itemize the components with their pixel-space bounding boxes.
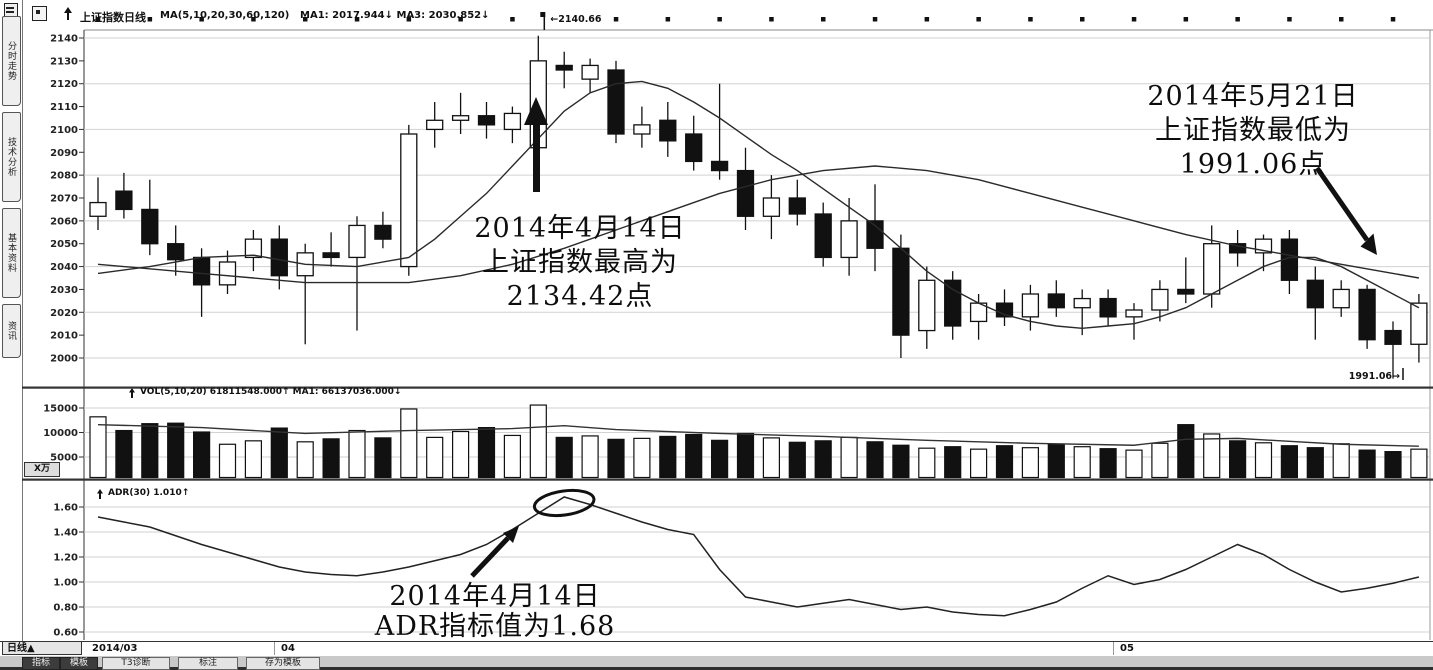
svg-text:2110: 2110 — [50, 102, 78, 113]
date-axis: 日线▲ 2014/03 04 05 — [0, 640, 1433, 657]
ma-slow — [97, 165, 1420, 284]
date-label: 04 — [281, 643, 295, 654]
date-label: 2014/03 — [92, 643, 138, 654]
svg-text:2000: 2000 — [50, 353, 78, 364]
sidebar-tab-label: 技术分析 — [6, 137, 16, 177]
volume-bars — [89, 404, 1428, 479]
svg-text:←2140.66: ←2140.66 — [550, 14, 602, 25]
ma-fast — [97, 80, 1420, 329]
window-icon — [32, 6, 47, 21]
top-marker-row — [95, 17, 1396, 22]
svg-text:1.40: 1.40 — [53, 528, 78, 539]
ma-params-label: MA(5,10,20,30,60,120) — [160, 10, 290, 21]
svg-text:2030: 2030 — [50, 285, 78, 296]
svg-text:0.80: 0.80 — [53, 603, 78, 614]
ma-line — [97, 80, 1420, 329]
svg-text:2140: 2140 — [50, 34, 78, 45]
svg-text:2100: 2100 — [50, 125, 78, 136]
svg-text:2090: 2090 — [50, 148, 78, 159]
date-label: 05 — [1120, 643, 1134, 654]
svg-text:2050: 2050 — [50, 239, 78, 250]
bottom-toolbar: 指标 模板 T3诊断 标注 存为模板 — [0, 656, 1433, 670]
toolbar-button-indicator[interactable]: 指标 — [22, 657, 60, 670]
svg-text:2070: 2070 — [50, 193, 78, 204]
annotation-line: 1991.06点 — [1179, 149, 1327, 180]
pin-icon — [96, 489, 106, 503]
annotation-line: 2014年4月14日 — [389, 581, 601, 612]
ma-values-label: MA1: 2017.944↓ MA3: 2030.852↓ — [300, 10, 490, 21]
toolbar-button-template[interactable]: 模板 — [60, 657, 98, 670]
sidebar-tab-label: 基本资料 — [6, 233, 16, 273]
volume-unit-label: X万 — [24, 462, 60, 477]
sidebar-tab-news[interactable]: 资讯 — [2, 304, 21, 358]
sidebar-tab-label: 分时走势 — [6, 41, 16, 81]
svg-text:1.00: 1.00 — [53, 578, 78, 589]
svg-text:2130: 2130 — [50, 56, 78, 67]
date-tick — [1113, 642, 1114, 655]
svg-text:5000: 5000 — [50, 453, 78, 464]
annotation-line: ADR指标值为1.68 — [374, 611, 616, 642]
candles — [89, 35, 1428, 379]
svg-text:2120: 2120 — [50, 79, 78, 90]
annotation-line: 2014年4月14日 — [474, 213, 686, 244]
sidebar-tab-fundamental[interactable]: 基本资料 — [2, 208, 21, 298]
svg-text:15000: 15000 — [43, 404, 78, 415]
toolbar-button-save-template[interactable]: 存为模板 — [246, 657, 320, 670]
annotation-peak: 2014年4月14日 上证指数最高为 2134.42点 — [430, 212, 730, 314]
svg-text:2020: 2020 — [50, 308, 78, 319]
svg-text:2010: 2010 — [50, 331, 78, 342]
annotation-trough: 2014年5月21日 上证指数最低为 1991.06点 — [1098, 80, 1408, 182]
svg-text:2060: 2060 — [50, 216, 78, 227]
annotation-line: 2134.42点 — [506, 281, 654, 312]
svg-text:1991.06→: 1991.06→ — [1349, 371, 1400, 382]
svg-text:1.60: 1.60 — [53, 503, 78, 514]
period-selector[interactable]: 日线▲ — [2, 640, 82, 655]
adr-highlight-circle — [532, 488, 596, 518]
toolbar-button-t3[interactable]: T3诊断 — [102, 657, 170, 670]
sidebar-tab-intraday[interactable]: 分时走势 — [2, 16, 21, 106]
svg-text:0.60: 0.60 — [53, 628, 78, 639]
annotation-line: 2014年5月21日 — [1147, 81, 1359, 112]
annotation-arrows — [470, 97, 1377, 578]
adr-line — [97, 496, 1420, 617]
svg-text:2040: 2040 — [50, 262, 78, 273]
high-marker: ←2140.66 — [540, 12, 602, 30]
toolbar-button-annotate[interactable]: 标注 — [178, 657, 238, 670]
ma-line — [97, 165, 1420, 284]
volume-ma-line — [97, 423, 1419, 447]
pin-icon — [128, 388, 138, 402]
annotation-line: 上证指数最高为 — [482, 247, 678, 278]
volume-panel-header: VOL(5,10,20) 61811548.000↑ MA1: 66137036… — [140, 387, 402, 397]
sidebar: 分时走势 技术分析 基本资料 资讯 — [0, 0, 23, 670]
svg-text:1.20: 1.20 — [53, 553, 78, 564]
annotation-line: 上证指数最低为 — [1155, 115, 1351, 146]
date-tick — [274, 642, 275, 655]
svg-text:10000: 10000 — [43, 428, 78, 439]
adr-panel-header: ADR(30) 1.010↑ — [108, 488, 190, 498]
low-marker: 1991.06→ — [1349, 368, 1404, 382]
annotation-adr: 2014年4月14日 ADR指标值为1.68 — [330, 582, 660, 642]
pin-icon — [63, 7, 73, 21]
axis-labels: 2140 2130 2120 2110 2100 2090 2080 2070 2060 2050… — [43, 34, 84, 639]
sidebar-tab-technical[interactable]: 技术分析 — [2, 112, 21, 202]
sidebar-tab-label: 资讯 — [6, 321, 16, 341]
svg-text:2080: 2080 — [50, 171, 78, 182]
chart-title: 上证指数日线 — [80, 11, 146, 24]
